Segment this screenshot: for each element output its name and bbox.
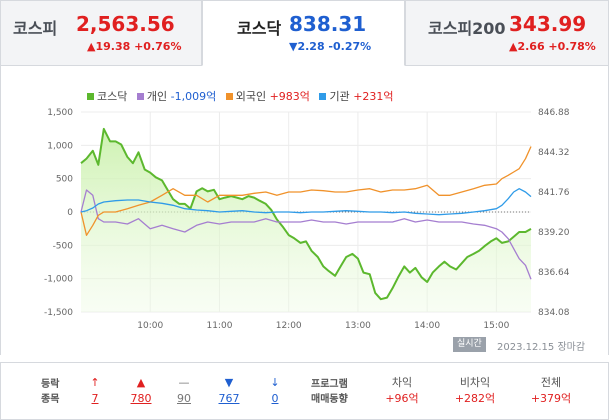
y-left-tick-label: 0	[67, 208, 73, 218]
lower-limit-icon: ↓	[270, 376, 280, 389]
y-right-tick-label: 836.64	[538, 268, 570, 278]
program-total: 전체 +379억	[523, 375, 579, 407]
tab-kosdaq-value: 838.31	[289, 12, 367, 36]
rise-icon: ▲	[136, 376, 146, 389]
breadth-header-line1: 등락	[41, 379, 60, 390]
y-left-tick-label: -1,500	[44, 308, 73, 318]
market-date: 2023.12.15 장마감	[497, 338, 585, 353]
x-tick-label: 11:00	[206, 321, 232, 331]
tab-kosdaq[interactable]: 코스닥 838.31 ▼2.28 -0.27%	[202, 0, 405, 66]
program-total-label: 전체	[540, 376, 562, 389]
legend-label-individual: 개인	[146, 90, 168, 103]
x-tick-label: 14:00	[414, 321, 440, 331]
legend-value-individual: -1,009억	[170, 90, 217, 103]
program-non-arbitrage-label: 비차익	[459, 376, 491, 389]
x-tick-label: 12:00	[276, 321, 302, 331]
institution-line	[80, 188, 532, 216]
legend-swatch-foreign	[225, 93, 233, 100]
program-total-value: +379억	[530, 392, 572, 405]
legend-item-individual: 개인 -1,009억	[136, 88, 217, 104]
program-arbitrage: 차익 +96억	[377, 375, 427, 407]
chart-panel: 코스닥 개인 -1,009억 외국인 +983억 기관 +231억 1,500 1…	[0, 65, 609, 355]
individual-line	[80, 189, 532, 280]
breadth-fall-count: 767	[218, 392, 240, 405]
tab-kospi-name: 코스피	[13, 19, 58, 38]
y-left-tick-label: 1,500	[47, 108, 73, 118]
program-non-arbitrage-value: +282억	[454, 392, 496, 405]
tab-kospi[interactable]: 코스피 2,563.56 ▲19.38 +0.76%	[0, 0, 202, 66]
tab-kospi200-name: 코스피200	[428, 19, 506, 38]
breadth-lower-limit-count: 0	[271, 392, 279, 405]
fall-icon: ▼	[224, 376, 234, 389]
y-right-tick-label: 844.32	[538, 148, 570, 158]
breadth-upper-limit-count: 7	[91, 392, 99, 405]
y-left-tick-label: 1,000	[47, 141, 73, 151]
market-breadth-bar: 등락 종목 ↑ 7 ▲ 780 —90 ▼ 767 ↓ 0 프로그램 매매동향 차익 +96억…	[0, 362, 609, 420]
tab-kospi200-change: ▲2.66 +0.78%	[509, 40, 596, 53]
program-arbitrage-value: +96억	[385, 392, 419, 405]
tab-kosdaq-change: ▼2.28 -0.27%	[289, 40, 372, 53]
realtime-badge[interactable]: 실시간	[453, 337, 486, 352]
legend-item-foreign: 외국인 +983억	[225, 88, 310, 104]
chart-legend: 코스닥 개인 -1,009억 외국인 +983억 기관 +231억	[87, 88, 400, 104]
y-left-tick-label: 500	[56, 175, 73, 185]
market-date-value: 2023.12.15	[497, 342, 555, 353]
program-header-line2: 매매동향	[311, 394, 348, 405]
breadth-lower-limit[interactable]: ↓ 0	[263, 375, 287, 407]
breadth-upper-limit[interactable]: ↑ 7	[83, 375, 107, 407]
program-header-line1: 프로그램	[311, 379, 348, 390]
legend-item-institution: 기관 +231억	[319, 88, 394, 104]
legend-swatch-kosdaq	[87, 93, 94, 100]
tab-kospi200-value: 343.99	[509, 12, 587, 36]
foreign-line	[80, 146, 532, 236]
y-right-tick-label: 846.88	[538, 108, 570, 118]
breadth-flat[interactable]: — 90	[170, 375, 198, 407]
y-left-tick-label: -1,000	[44, 275, 73, 285]
breadth-header-line2: 종목	[41, 394, 60, 405]
y-right-tick-label: 841.76	[538, 188, 570, 198]
legend-value-institution: +231억	[353, 90, 394, 103]
x-tick-label: 15:00	[483, 321, 509, 331]
legend-item-kosdaq: 코스닥	[87, 88, 127, 104]
x-tick-label: 13:00	[345, 321, 371, 331]
legend-label-kosdaq: 코스닥	[97, 90, 128, 103]
index-tabs: 코스피 2,563.56 ▲19.38 +0.76% 코스닥 838.31 ▼2…	[0, 0, 609, 66]
legend-label-institution: 기관	[329, 90, 350, 103]
legend-swatch-institution	[319, 93, 327, 100]
x-tick-label: 10:00	[137, 321, 163, 331]
legend-label-foreign: 외국인	[235, 90, 267, 103]
y-right-tick-label: 834.08	[538, 308, 570, 318]
y-right-tick-label: 839.20	[538, 228, 570, 238]
tab-kosdaq-name: 코스닥	[237, 19, 282, 38]
market-status: 장마감	[557, 342, 586, 353]
y-left-tick-label: -500	[53, 241, 74, 251]
program-arbitrage-label: 차익	[391, 376, 413, 389]
breadth-fall[interactable]: ▼ 767	[213, 375, 245, 407]
tab-kospi-value: 2,563.56	[76, 12, 175, 36]
program-non-arbitrage: 비차익 +282억	[447, 375, 503, 407]
tab-kospi-change: ▲19.38 +0.76%	[87, 40, 182, 53]
flat-icon: —	[178, 376, 190, 389]
kosdaq-area	[81, 128, 531, 312]
upper-limit-icon: ↑	[90, 376, 100, 389]
breadth-flat-count: 90	[177, 392, 191, 405]
legend-value-foreign: +983억	[269, 90, 310, 103]
kosdaq-line	[80, 127, 532, 301]
breadth-rise-count: 780	[130, 392, 152, 405]
breadth-rise[interactable]: ▲ 780	[125, 375, 157, 407]
legend-swatch-individual	[136, 93, 144, 100]
tab-kospi200[interactable]: 코스피200 343.99 ▲2.66 +0.78%	[405, 0, 609, 66]
intraday-chart: 1,500 1,000 500 0 -500 -1,000 -1,500 846.88 844.…	[44, 108, 570, 331]
